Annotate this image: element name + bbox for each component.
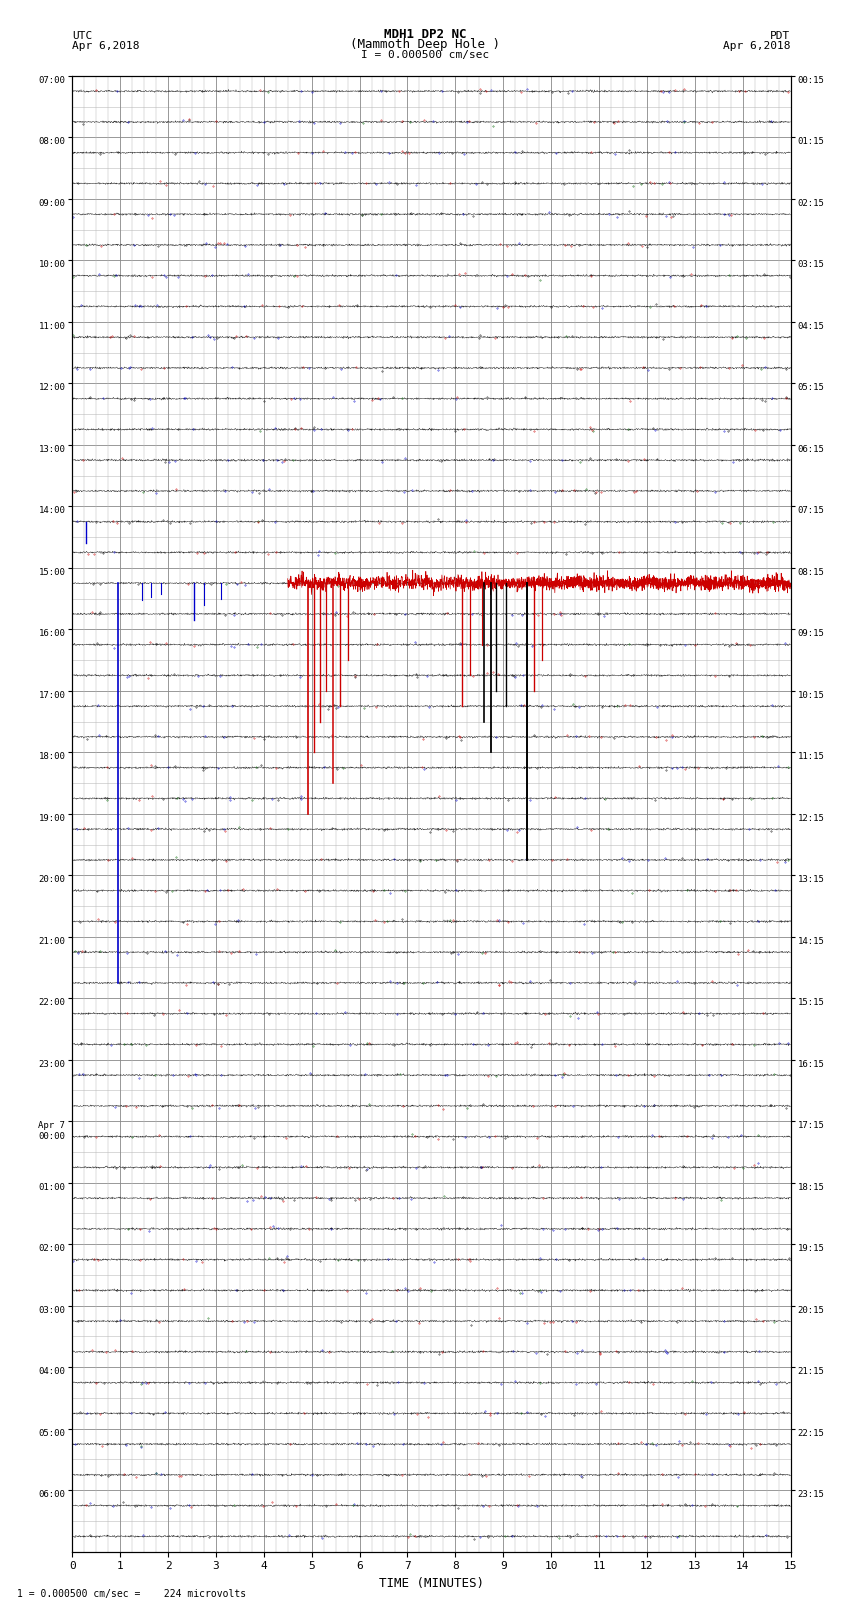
Text: PDT: PDT (770, 31, 790, 40)
Text: MDH1 DP2 NC: MDH1 DP2 NC (383, 27, 467, 40)
X-axis label: TIME (MINUTES): TIME (MINUTES) (379, 1578, 484, 1590)
Text: (Mammoth Deep Hole ): (Mammoth Deep Hole ) (350, 37, 500, 50)
Text: 1 = 0.000500 cm/sec =    224 microvolts: 1 = 0.000500 cm/sec = 224 microvolts (17, 1589, 246, 1598)
Text: UTC: UTC (72, 31, 93, 40)
Text: Apr 6,2018: Apr 6,2018 (72, 40, 139, 50)
Text: I = 0.000500 cm/sec: I = 0.000500 cm/sec (361, 50, 489, 60)
Text: Apr 6,2018: Apr 6,2018 (723, 40, 791, 50)
